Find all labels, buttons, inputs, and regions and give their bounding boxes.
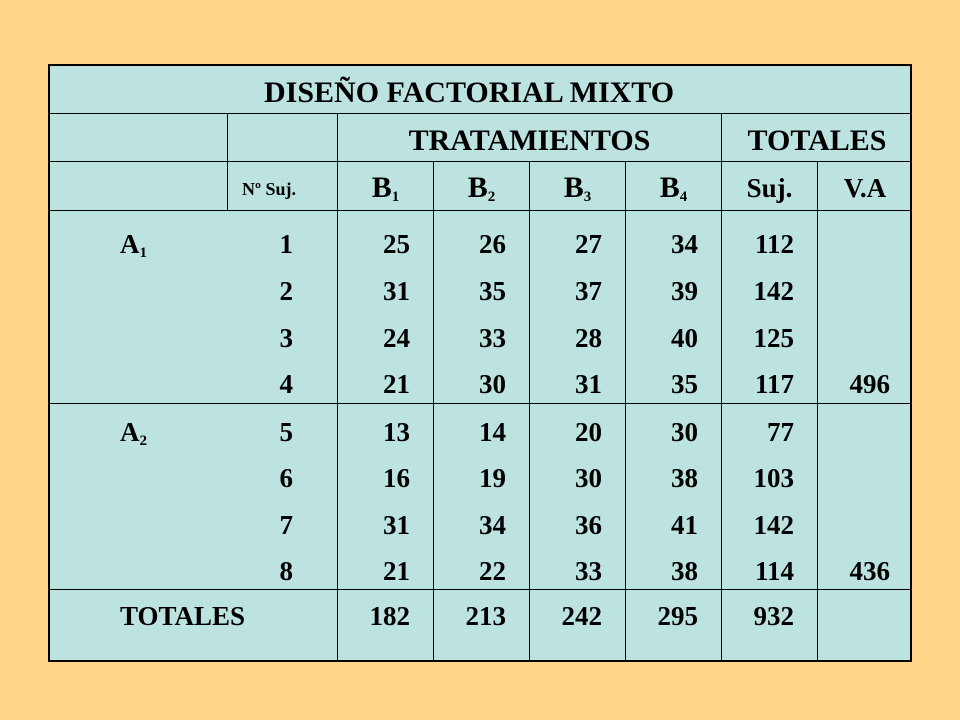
total-b1: 182	[369, 601, 411, 631]
subject-number: 8	[279, 556, 294, 586]
row-divider	[50, 403, 910, 404]
cell-b1: 25	[383, 229, 410, 259]
total-b3: 242	[561, 601, 603, 631]
column-divider	[433, 162, 434, 662]
cell-b4: 38	[671, 463, 698, 493]
cell-b1: 16	[383, 463, 410, 493]
cell-b4: 30	[671, 417, 698, 447]
cell-b3: 33	[575, 556, 602, 586]
column-divider	[337, 114, 338, 662]
cell-b2: 26	[479, 229, 506, 259]
total-b2: 213	[465, 601, 507, 631]
subject-number: 1	[279, 229, 294, 259]
cell-subject-total: 103	[753, 463, 795, 493]
row-divider	[50, 210, 910, 211]
cell-subject-total: 77	[767, 417, 794, 447]
subject-number: 7	[279, 510, 294, 540]
cell-b3: 20	[575, 417, 602, 447]
cell-b1: 13	[383, 417, 410, 447]
cell-va-total: 496	[849, 369, 891, 399]
table-title: DISEÑO FACTORIAL MIXTO	[264, 76, 675, 109]
column-divider	[529, 162, 530, 662]
column-divider	[817, 162, 818, 662]
cell-b2: 35	[479, 276, 506, 306]
header-b2: B2	[467, 171, 496, 205]
cell-b1: 24	[383, 323, 410, 353]
header-b3: B3	[563, 171, 592, 205]
cell-b2: 22	[479, 556, 506, 586]
cell-b3: 30	[575, 463, 602, 493]
header-b4: B4	[659, 171, 688, 205]
grand-total: 932	[753, 601, 795, 631]
cell-va-total: 436	[849, 556, 891, 586]
cell-b3: 37	[575, 276, 602, 306]
cell-b1: 31	[383, 510, 410, 540]
cell-b2: 14	[479, 417, 506, 447]
header-b1: B1	[371, 171, 400, 205]
cell-subject-total: 112	[754, 229, 794, 259]
header-va-total: V.A	[843, 173, 887, 203]
cell-b4: 40	[671, 323, 698, 353]
factorial-design-table: DISEÑO FACTORIAL MIXTO TRATAMIENTOS TOTA…	[48, 64, 912, 662]
row-divider	[50, 589, 910, 590]
subject-number: 4	[279, 369, 294, 399]
cell-b4: 38	[671, 556, 698, 586]
subject-number: 3	[279, 323, 294, 353]
column-divider	[625, 162, 626, 662]
cell-subject-total: 125	[753, 323, 795, 353]
cell-subject-total: 114	[754, 556, 794, 586]
column-divider	[721, 114, 722, 662]
subject-number: 2	[279, 276, 294, 306]
cell-b2: 34	[479, 510, 506, 540]
cell-subject-total: 117	[754, 369, 794, 399]
header-tratamientos: TRATAMIENTOS	[408, 124, 651, 157]
cell-b3: 27	[575, 229, 602, 259]
cell-b1: 21	[383, 556, 410, 586]
header-totales: TOTALES	[747, 124, 887, 157]
cell-subject-total: 142	[753, 510, 795, 540]
row-divider	[50, 161, 910, 162]
group-label-a2: A2	[120, 417, 147, 449]
cell-b3: 36	[575, 510, 602, 540]
cell-b1: 21	[383, 369, 410, 399]
cell-subject-total: 142	[753, 276, 795, 306]
column-divider	[227, 114, 228, 210]
cell-b4: 41	[671, 510, 698, 540]
cell-b4: 34	[671, 229, 698, 259]
cell-b2: 30	[479, 369, 506, 399]
cell-b3: 28	[575, 323, 602, 353]
subject-number: 5	[279, 417, 294, 447]
header-subject-total: Suj.	[746, 173, 793, 203]
row-divider	[50, 113, 910, 114]
cell-b4: 35	[671, 369, 698, 399]
footer-totals-label: TOTALES	[120, 601, 246, 631]
total-b4: 295	[657, 601, 699, 631]
cell-b1: 31	[383, 276, 410, 306]
cell-b4: 39	[671, 276, 698, 306]
cell-b3: 31	[575, 369, 602, 399]
cell-b2: 33	[479, 323, 506, 353]
cell-b2: 19	[479, 463, 506, 493]
group-label-a1: A1	[120, 229, 147, 261]
header-subject-number: Nº Suj.	[242, 179, 296, 199]
subject-number: 6	[279, 463, 294, 493]
